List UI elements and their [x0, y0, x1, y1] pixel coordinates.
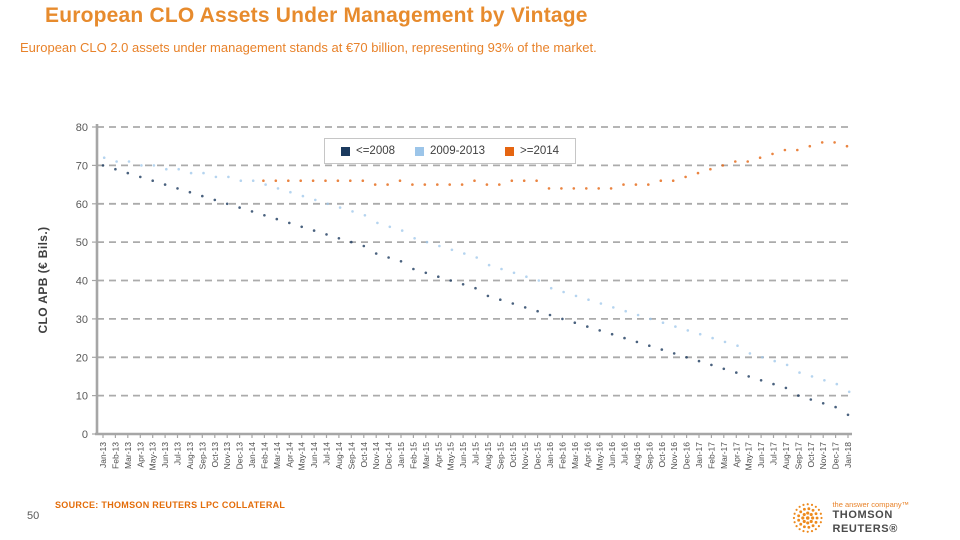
svg-text:Jun-15: Jun-15 [458, 442, 468, 468]
svg-text:Dec-16: Dec-16 [682, 442, 692, 470]
svg-text:70: 70 [76, 160, 88, 172]
svg-text:Feb-14: Feb-14 [259, 442, 269, 469]
svg-text:Jun-14: Jun-14 [309, 442, 319, 468]
svg-text:Nov-16: Nov-16 [669, 442, 679, 470]
legend-label-2009-2013: 2009-2013 [430, 145, 486, 157]
svg-text:Sep-13: Sep-13 [197, 442, 207, 470]
svg-text:Nov-17: Nov-17 [818, 442, 828, 470]
svg-text:Mar-15: Mar-15 [421, 442, 431, 469]
svg-text:Oct-16: Oct-16 [657, 442, 667, 468]
svg-text:Oct-14: Oct-14 [359, 442, 369, 468]
legend-item-ge2014: >=2014 [505, 145, 559, 157]
thomson-reuters-kinesis-icon [792, 503, 823, 534]
legend-item-2009-2013: 2009-2013 [415, 145, 485, 157]
svg-text:Apr-17: Apr-17 [731, 442, 741, 468]
legend-item-le2008: <=2008 [341, 145, 395, 157]
page-subtitle: European CLO 2.0 assets under management… [20, 40, 597, 55]
svg-text:Apr-15: Apr-15 [433, 442, 443, 468]
svg-text:May-16: May-16 [595, 442, 605, 471]
svg-text:Aug-13: Aug-13 [185, 442, 195, 470]
svg-text:Oct-15: Oct-15 [508, 442, 518, 468]
svg-text:Mar-14: Mar-14 [272, 442, 282, 469]
legend-swatch-orange-icon [505, 146, 515, 156]
svg-text:Mar-13: Mar-13 [123, 442, 133, 469]
svg-text:Dec-17: Dec-17 [831, 442, 841, 470]
svg-text:40: 40 [76, 276, 88, 288]
thomson-reuters-logo: the answer company™ THOMSON REUTERS® [790, 500, 960, 537]
svg-text:Apr-14: Apr-14 [284, 442, 294, 468]
legend-swatch-lightblue-icon [415, 146, 425, 156]
svg-text:Aug-15: Aug-15 [483, 442, 493, 470]
svg-text:80: 80 [76, 122, 88, 134]
svg-text:Dec-15: Dec-15 [533, 442, 543, 470]
svg-text:Jun-17: Jun-17 [756, 442, 766, 468]
legend-label-le2008: <=2008 [356, 145, 396, 157]
svg-text:May-14: May-14 [297, 442, 307, 471]
svg-text:Feb-13: Feb-13 [110, 442, 120, 469]
svg-text:Sep-17: Sep-17 [793, 442, 803, 470]
page-number: 50 [27, 510, 40, 522]
svg-text:Feb-15: Feb-15 [408, 442, 418, 469]
svg-text:Sep-14: Sep-14 [346, 442, 356, 470]
svg-text:20: 20 [76, 352, 88, 364]
svg-text:10: 10 [76, 391, 88, 403]
svg-text:Mar-17: Mar-17 [719, 442, 729, 469]
svg-text:Jan-18: Jan-18 [843, 442, 853, 468]
svg-text:Aug-16: Aug-16 [632, 442, 642, 470]
svg-text:Jan-16: Jan-16 [545, 442, 555, 468]
svg-text:Apr-16: Apr-16 [582, 442, 592, 468]
svg-text:Aug-14: Aug-14 [334, 442, 344, 470]
svg-text:Jul-16: Jul-16 [620, 442, 630, 465]
svg-text:Nov-14: Nov-14 [371, 442, 381, 470]
svg-text:Sep-15: Sep-15 [495, 442, 505, 470]
svg-text:0: 0 [82, 429, 88, 441]
svg-text:May-17: May-17 [744, 442, 754, 471]
svg-text:Jan-13: Jan-13 [98, 442, 108, 468]
svg-text:50: 50 [76, 237, 88, 249]
svg-text:Apr-13: Apr-13 [135, 442, 145, 468]
svg-text:Dec-14: Dec-14 [384, 442, 394, 470]
page-title: European CLO Assets Under Management by … [45, 4, 588, 27]
svg-text:Feb-17: Feb-17 [706, 442, 716, 469]
svg-text:May-13: May-13 [148, 442, 158, 471]
svg-text:Dec-13: Dec-13 [235, 442, 245, 470]
legend-swatch-navy-icon [341, 146, 350, 156]
svg-text:Jul-15: Jul-15 [471, 442, 481, 465]
svg-text:Jan-17: Jan-17 [694, 442, 704, 468]
chart-legend: <=2008 2009-2013 >=2014 [324, 138, 577, 164]
logo-tagline: the answer company™ [832, 500, 910, 509]
svg-text:Jun-13: Jun-13 [160, 442, 170, 468]
svg-text:Feb-16: Feb-16 [557, 442, 567, 469]
svg-text:Sep-16: Sep-16 [644, 442, 654, 470]
svg-text:Jan-15: Jan-15 [396, 442, 406, 468]
svg-text:Nov-15: Nov-15 [520, 442, 530, 470]
svg-text:Jul-17: Jul-17 [769, 442, 779, 465]
svg-text:60: 60 [76, 199, 88, 211]
svg-text:Oct-13: Oct-13 [210, 442, 220, 468]
svg-text:May-15: May-15 [446, 442, 456, 471]
logo-brand: THOMSON REUTERS® [832, 509, 898, 536]
svg-text:Jun-16: Jun-16 [607, 442, 617, 468]
logo-text: the answer company™ THOMSON REUTERS® [832, 500, 960, 537]
svg-text:Aug-17: Aug-17 [781, 442, 791, 470]
svg-text:Jul-14: Jul-14 [322, 442, 332, 465]
source-note: SOURCE: THOMSON REUTERS LPC COLLATERAL [55, 500, 286, 510]
legend-label-ge2014: >=2014 [520, 145, 560, 157]
svg-text:30: 30 [76, 314, 88, 326]
svg-text:Nov-13: Nov-13 [222, 442, 232, 470]
svg-text:Oct-17: Oct-17 [806, 442, 816, 468]
svg-text:Jan-14: Jan-14 [247, 442, 257, 468]
svg-text:Jul-13: Jul-13 [173, 442, 183, 465]
svg-text:Mar-16: Mar-16 [570, 442, 580, 469]
